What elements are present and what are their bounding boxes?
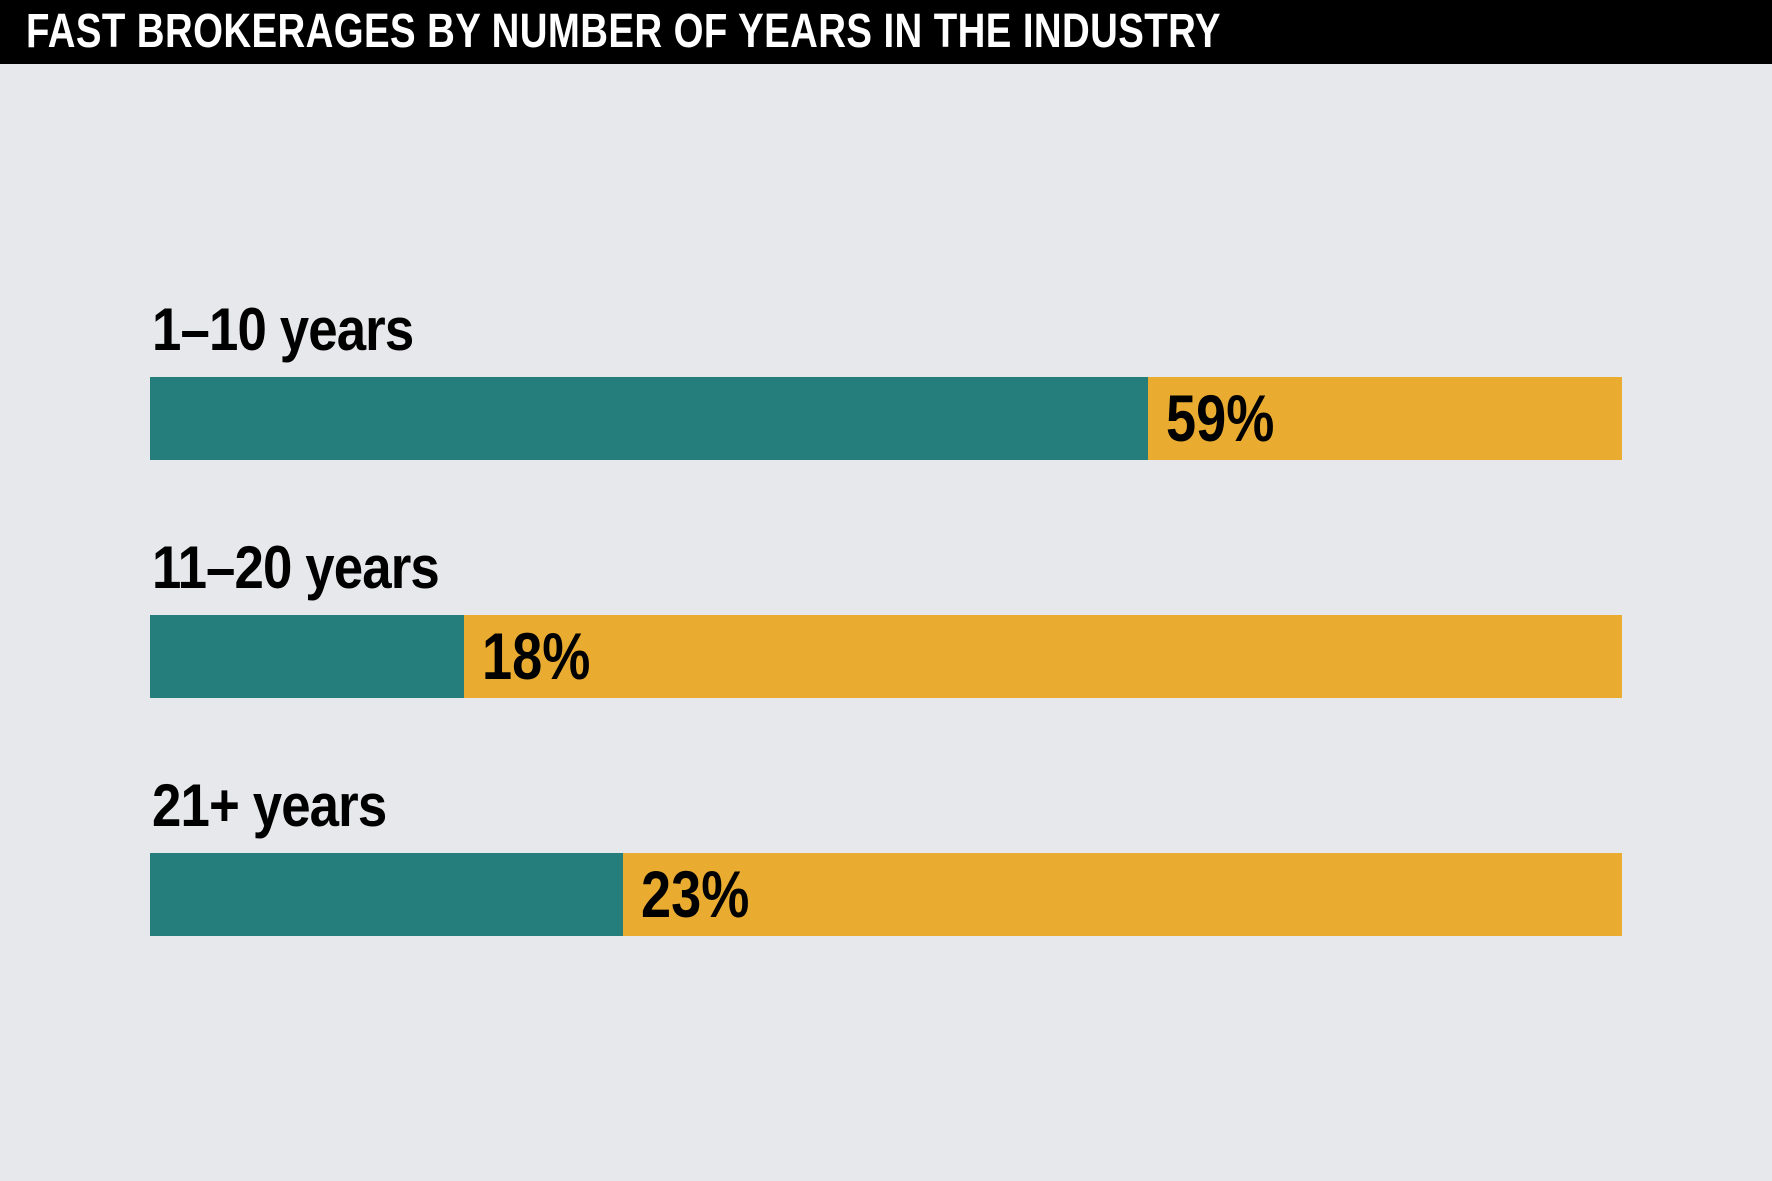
bar-chart: 1–10 years 59% 11–20 years 18% 21+ years… (150, 300, 1622, 936)
bar-row: 21+ years 23% (150, 776, 1622, 936)
bar-category-label: 1–10 years (152, 296, 414, 363)
bar-track: 18% (150, 615, 1622, 698)
bar-value-label: 18% (481, 619, 590, 693)
bar-row: 1–10 years 59% (150, 300, 1622, 460)
bar-row: 11–20 years 18% (150, 538, 1622, 698)
bar-category-label: 11–20 years (152, 534, 440, 601)
bar-fill (150, 853, 623, 936)
bar-category-label: 21+ years (152, 772, 387, 839)
bar-fill (150, 615, 464, 698)
bar-value-label: 59% (1166, 381, 1275, 455)
chart-title: FAST BROKERAGES BY NUMBER OF YEARS IN TH… (26, 5, 1221, 58)
bar-track: 23% (150, 853, 1622, 936)
bar-value-label: 23% (640, 857, 749, 931)
title-bar: FAST BROKERAGES BY NUMBER OF YEARS IN TH… (0, 0, 1772, 64)
bar-track: 59% (150, 377, 1622, 460)
bar-fill (150, 377, 1149, 460)
